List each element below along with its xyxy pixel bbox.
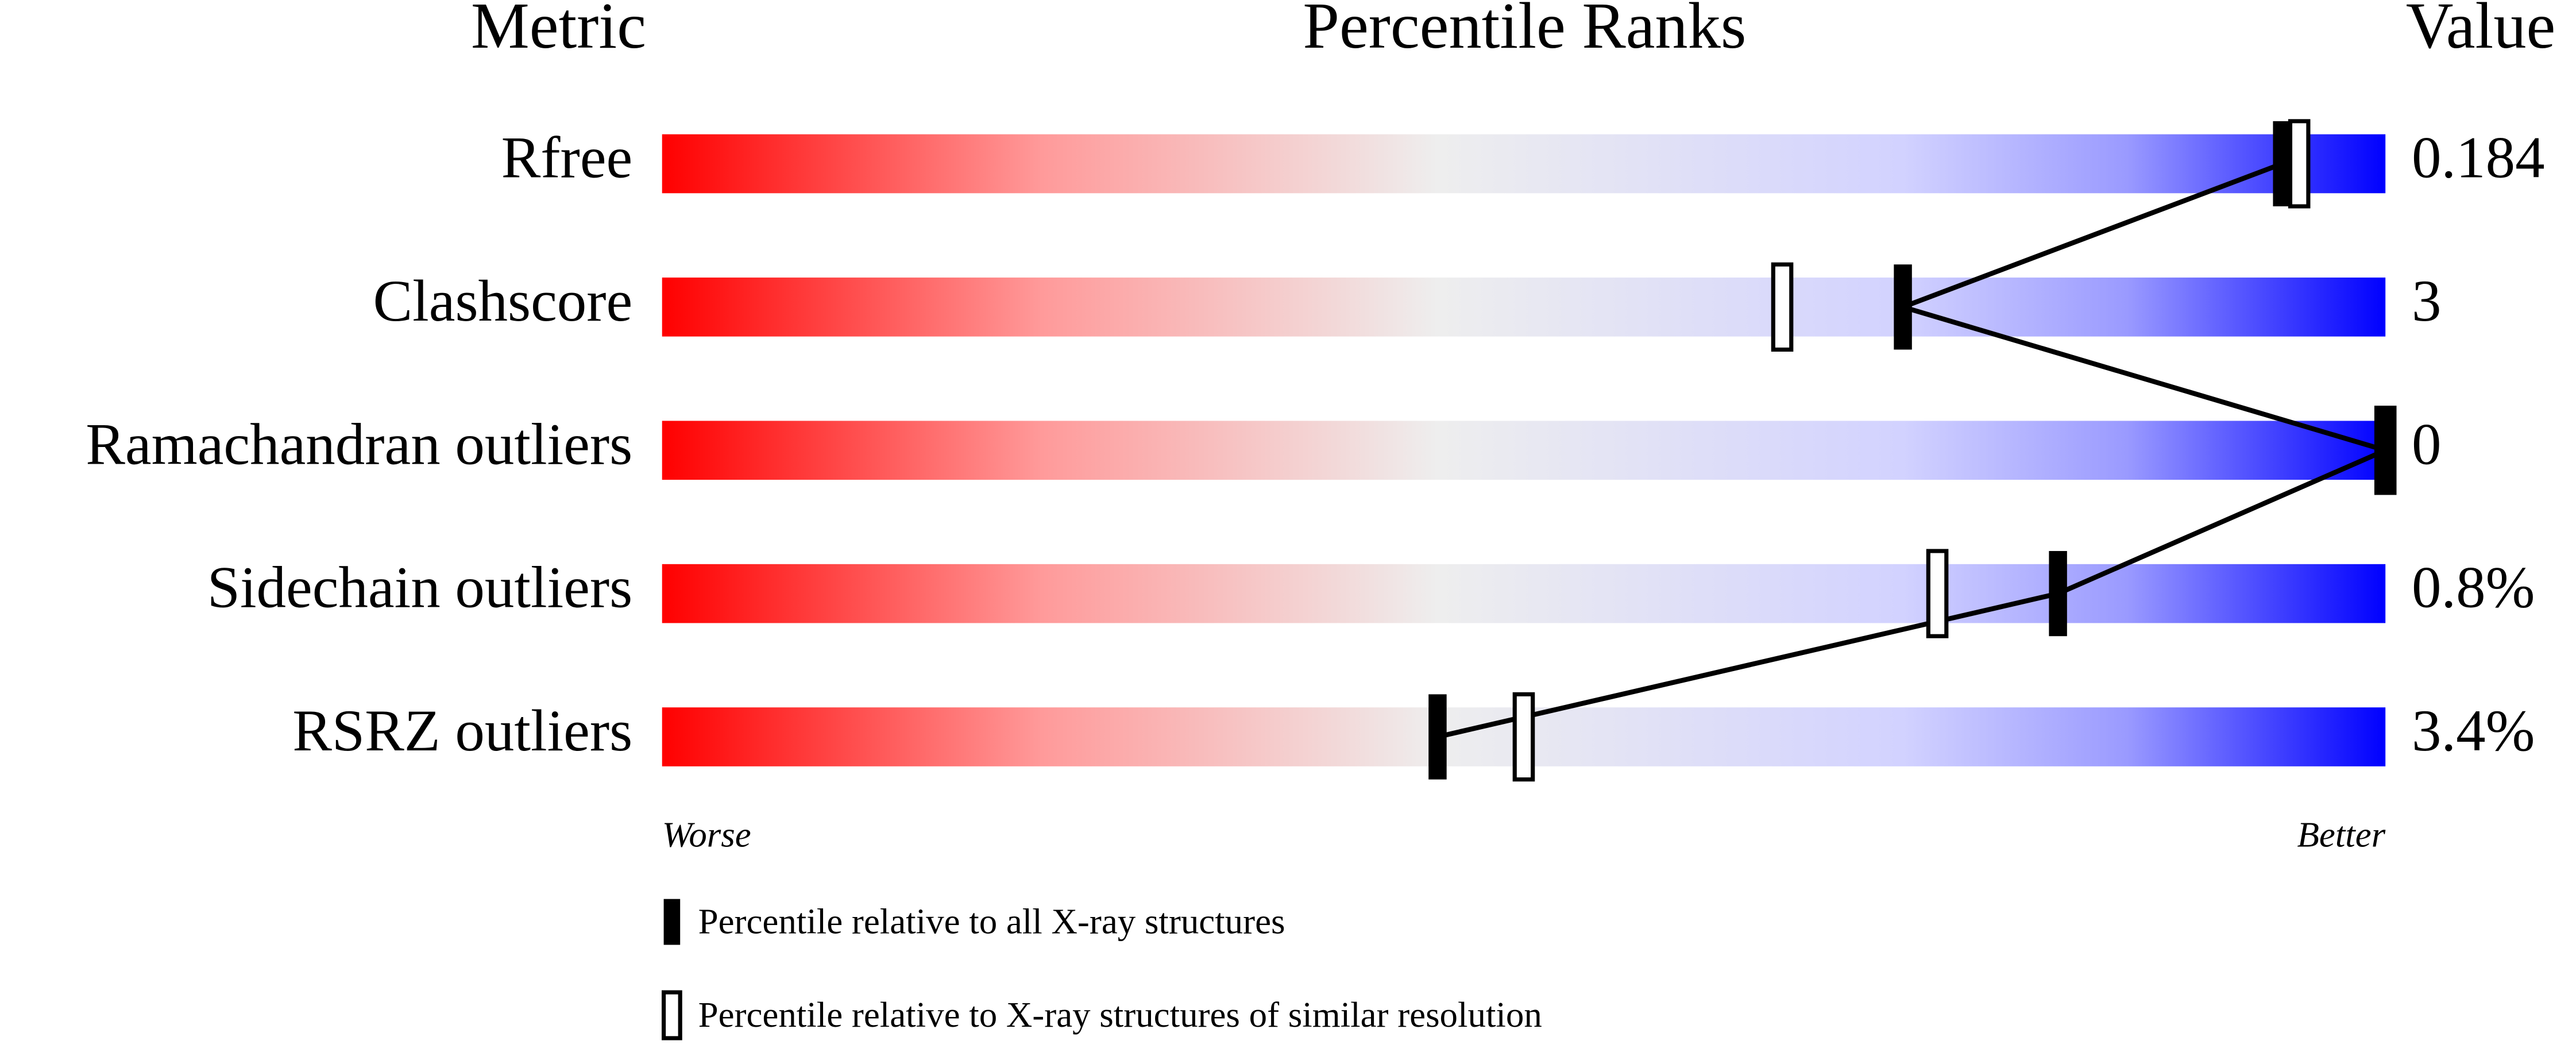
metric-label: Sidechain outliers bbox=[207, 555, 633, 621]
absolute-marker bbox=[1894, 264, 1912, 350]
metric-header: Metric bbox=[471, 0, 646, 62]
metric-label: RSRZ outliers bbox=[292, 698, 632, 764]
metric-label: Rfree bbox=[501, 125, 633, 191]
slider-bar bbox=[662, 278, 2386, 337]
relative-marker bbox=[2288, 119, 2311, 209]
legend-swatch bbox=[661, 990, 682, 1041]
legend-label: Percentile relative to X-ray structures … bbox=[698, 995, 1542, 1035]
metric-value: 0 bbox=[2412, 411, 2441, 477]
metric-label: Clashscore bbox=[373, 268, 633, 334]
slider-bar bbox=[662, 134, 2386, 194]
absolute-marker bbox=[2273, 121, 2291, 207]
legend-label: Percentile relative to all X-ray structu… bbox=[698, 901, 1285, 942]
value-header: Value bbox=[2406, 0, 2555, 62]
slider-bar bbox=[662, 421, 2386, 480]
worse-label: Worse bbox=[662, 815, 751, 855]
metric-value: 3.4% bbox=[2412, 698, 2535, 764]
relative-marker bbox=[1926, 549, 1949, 638]
relative-marker bbox=[1771, 262, 1794, 352]
absolute-marker bbox=[2049, 551, 2067, 637]
metric-label: Ramachandran outliers bbox=[86, 411, 632, 477]
relative-marker bbox=[1512, 692, 1535, 782]
absolute-marker bbox=[2376, 407, 2395, 493]
metric-value: 3 bbox=[2412, 268, 2441, 334]
slider-bar bbox=[662, 564, 2386, 623]
absolute-marker bbox=[1428, 694, 1447, 780]
metric-value: 0.8% bbox=[2412, 555, 2535, 621]
legend-swatch bbox=[663, 899, 681, 945]
metric-value: 0.184 bbox=[2412, 125, 2545, 191]
better-label: Better bbox=[2297, 815, 2385, 855]
ranks-header: Percentile Ranks bbox=[1303, 0, 1746, 62]
